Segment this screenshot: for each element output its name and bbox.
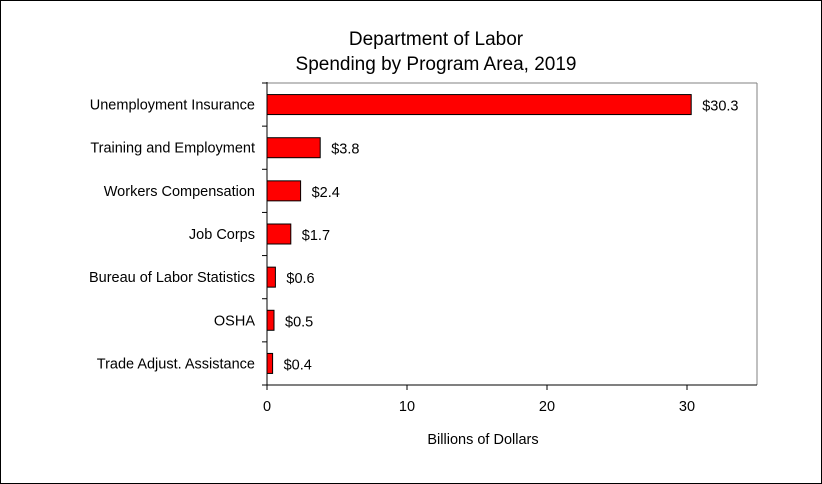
data-label: $30.3: [702, 99, 738, 115]
bar: [266, 180, 302, 202]
data-label: $2.4: [312, 185, 340, 201]
data-label: $0.6: [286, 271, 314, 287]
category-label: OSHA: [214, 313, 255, 329]
bar: [266, 352, 274, 374]
chart-subtitle: Spending by Program Area, 2019: [296, 54, 577, 75]
bar: [266, 137, 321, 159]
x-tick-label: 20: [539, 399, 555, 415]
category-label: Job Corps: [189, 227, 255, 243]
category-label: Workers Compensation: [104, 184, 255, 200]
category-label: Training and Employment: [90, 141, 255, 157]
chart-title: Department of Labor: [349, 29, 524, 50]
x-tick-label: 30: [679, 399, 695, 415]
x-axis-label: Billions of Dollars: [427, 432, 538, 448]
bar: [266, 223, 292, 245]
data-label: $1.7: [302, 228, 330, 244]
bar: [266, 309, 275, 331]
category-label: Bureau of Labor Statistics: [89, 270, 255, 286]
data-label: $0.5: [285, 314, 313, 330]
category-label: Unemployment Insurance: [90, 98, 255, 114]
bar: [266, 94, 692, 116]
category-label: Trade Adjust. Assistance: [97, 356, 255, 372]
x-tick-label: 0: [263, 399, 271, 415]
data-label: $0.4: [284, 357, 312, 373]
x-tick-label: 10: [399, 399, 415, 415]
plot-area: 0 10 20 30 Unemployment Insurance $30.3 Traini…: [89, 82, 758, 415]
data-label: $3.8: [331, 142, 359, 158]
bar: [266, 266, 276, 288]
